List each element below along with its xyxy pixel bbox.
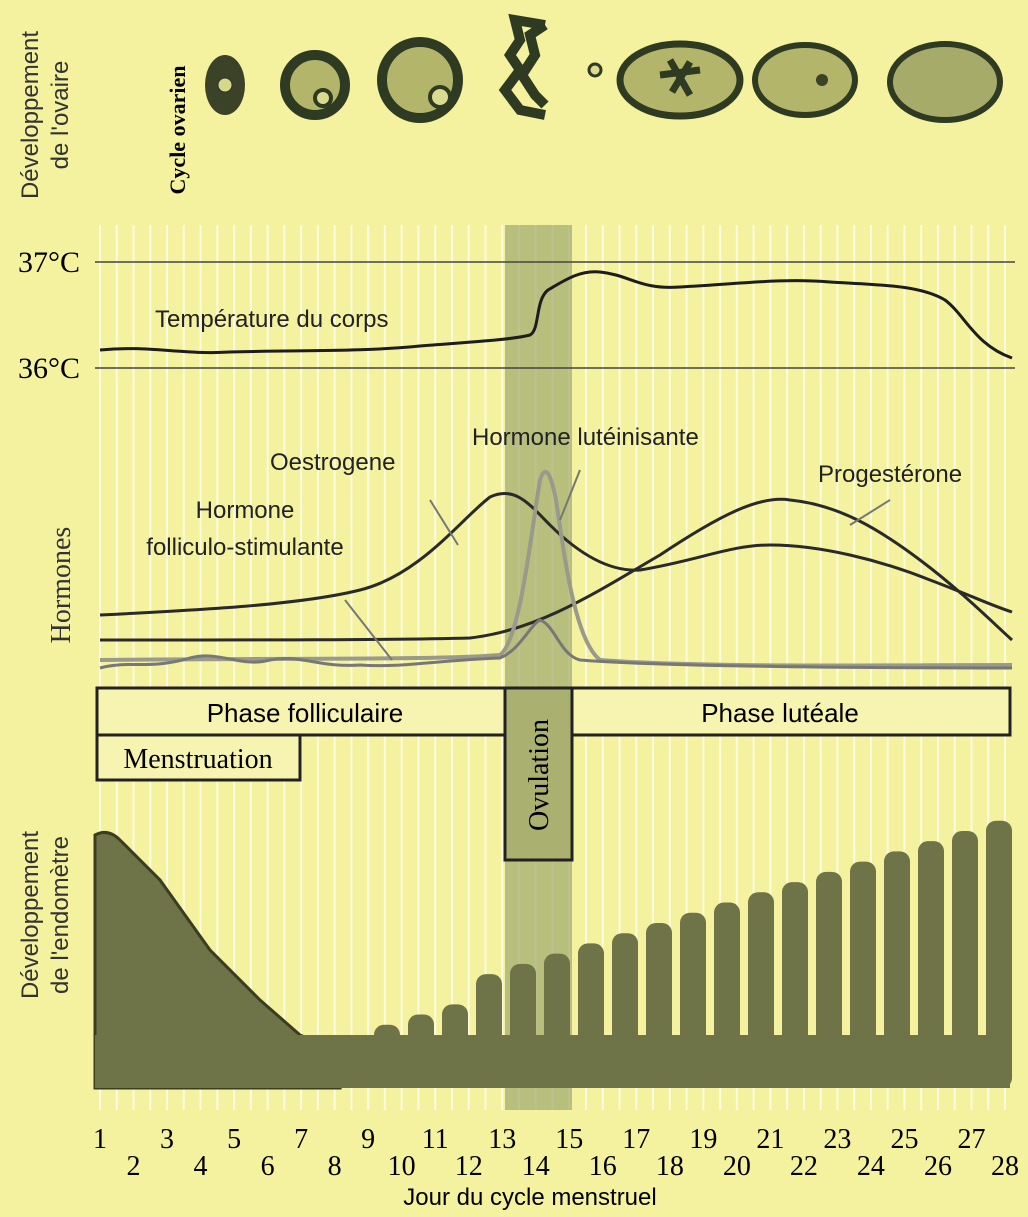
day-label: 8: [328, 1151, 342, 1182]
follicle: [315, 90, 331, 106]
ovary-label: de l'ovaire: [47, 61, 74, 170]
day-label: 3: [160, 1124, 174, 1155]
endometrium-gland: [340, 1035, 366, 1088]
endometrium-gland: [748, 892, 774, 1088]
endometrium-gland: [680, 913, 706, 1088]
endometrium-gland: [442, 1004, 468, 1088]
follicle: [285, 55, 345, 115]
day-label: 17: [622, 1124, 650, 1155]
day-label: 20: [723, 1151, 751, 1182]
day-label: 2: [127, 1151, 141, 1182]
cycle-diagram: Développement de l'ovaire Cycle ovarien …: [0, 0, 1028, 1217]
day-label: 1: [93, 1124, 107, 1155]
endometrium-gland: [578, 943, 604, 1088]
endometrium-gland: [544, 954, 570, 1088]
day-label: 9: [361, 1124, 375, 1155]
day-label: 21: [756, 1124, 784, 1155]
luteal-label: Phase lutéale: [701, 698, 859, 728]
follicle: [218, 78, 232, 92]
temp-low: 36°C: [18, 352, 80, 385]
corpus-luteum: [755, 45, 855, 115]
day-label: 14: [522, 1151, 550, 1182]
progesterone-label: Progestérone: [818, 461, 962, 488]
follicle: [430, 87, 450, 107]
temperature-label: Température du corps: [155, 306, 388, 333]
endometrium-gland: [646, 923, 672, 1088]
endometrium-gland: [408, 1015, 434, 1088]
endometrium-gland: [510, 964, 536, 1088]
endometrium-gland: [850, 862, 876, 1088]
ovum: [589, 64, 601, 76]
day-label: 16: [589, 1151, 617, 1182]
endometrium-label: de l'endomètre: [47, 836, 74, 994]
ovary-title: Cycle ovarien: [165, 66, 190, 195]
day-label: 24: [857, 1151, 885, 1182]
endometrium-gland: [476, 974, 502, 1088]
day-label: 15: [555, 1124, 583, 1155]
menstruation-label: Menstruation: [123, 744, 272, 775]
day-label: 23: [823, 1124, 851, 1155]
day-label: 26: [924, 1151, 952, 1182]
day-label: 13: [488, 1124, 516, 1155]
follicular-label: Phase folliculaire: [207, 698, 404, 728]
x-axis-title: Jour du cycle menstruel: [403, 1184, 656, 1211]
endometrium-label: Développement: [17, 831, 44, 999]
day-label: 22: [790, 1151, 818, 1182]
day-label: 28: [991, 1151, 1019, 1182]
day-label: 4: [194, 1151, 208, 1182]
endometrium-gland: [884, 851, 910, 1088]
corpus-albicans: [890, 44, 1000, 120]
page: Développement de l'ovaire Cycle ovarien …: [0, 0, 1028, 1217]
endometrium-gland: [374, 1025, 400, 1088]
endometrium-gland: [918, 841, 944, 1088]
day-label: 10: [388, 1151, 416, 1182]
ovulation-label: Ovulation: [524, 719, 555, 831]
fsh-label: folliculo-stimulante: [146, 534, 343, 561]
corpus-luteum: [816, 74, 828, 86]
endometrium-gland: [612, 933, 638, 1088]
day-label: 6: [261, 1151, 275, 1182]
lh-label: Hormone lutéinisante: [472, 424, 699, 451]
hormones-label: Hormones: [46, 527, 77, 644]
endometrium-gland: [816, 872, 842, 1088]
endometrium-gland: [782, 882, 808, 1088]
day-label: 5: [227, 1124, 241, 1155]
day-label: 11: [422, 1124, 449, 1155]
day-label: 25: [890, 1124, 918, 1155]
endometrium-gland: [952, 831, 978, 1088]
day-label: 7: [294, 1124, 308, 1155]
endometrium-gland: [714, 903, 740, 1088]
temp-high: 37°C: [18, 246, 80, 279]
day-label: 19: [689, 1124, 717, 1155]
day-label: 27: [957, 1124, 985, 1155]
oestrogen-label: Oestrogene: [270, 449, 395, 476]
endometrium-gland: [986, 821, 1012, 1088]
day-label: 12: [455, 1151, 483, 1182]
ovary-label: Développement: [17, 31, 44, 199]
day-label: 18: [656, 1151, 684, 1182]
fsh-label: Hormone: [196, 497, 295, 524]
